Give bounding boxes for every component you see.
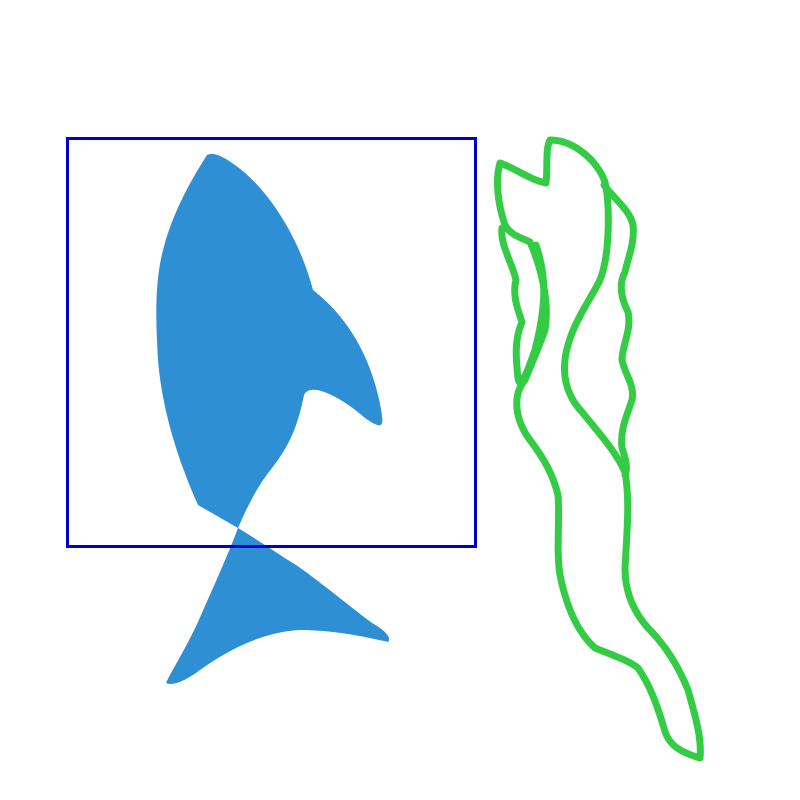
- selection-rectangle: [66, 137, 477, 548]
- seaweed-outer-stroke: [494, 136, 704, 762]
- seaweed-inner-left-stroke: [498, 224, 548, 386]
- seaweed-outline: [494, 136, 704, 762]
- fish-tail-shape: [166, 528, 390, 684]
- seaweed-inner-right-stroke: [600, 181, 637, 479]
- fish-body-shape: [156, 154, 383, 528]
